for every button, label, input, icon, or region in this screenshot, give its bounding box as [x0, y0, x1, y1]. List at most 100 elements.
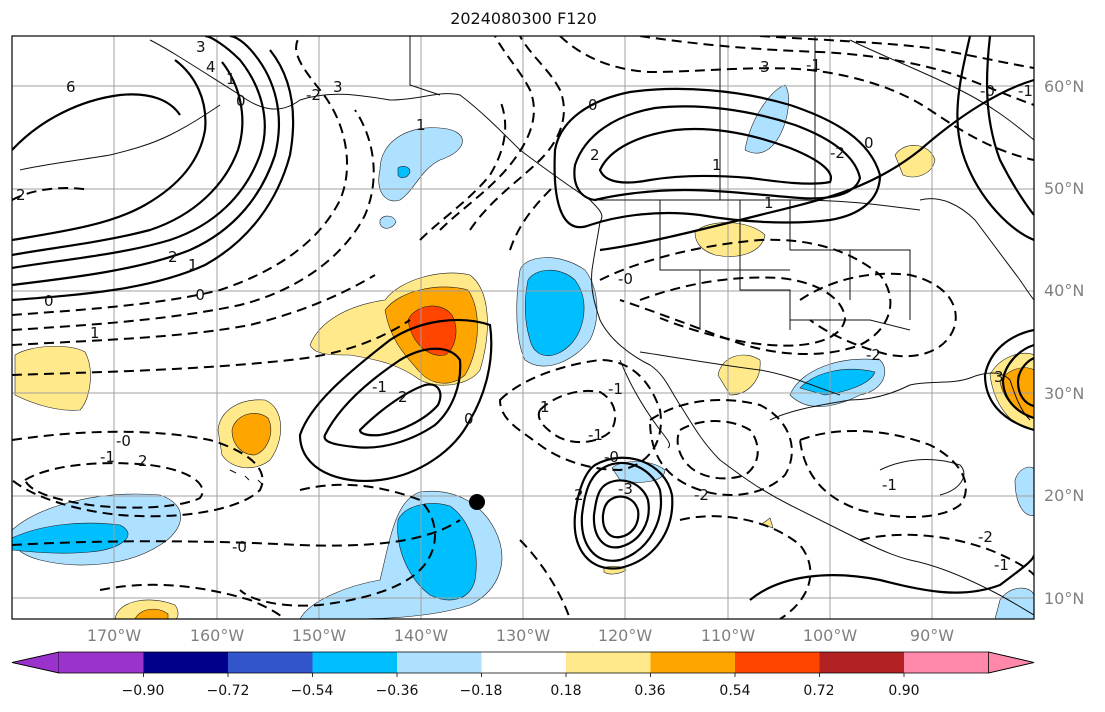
colorbar-tick-label: 0.18	[550, 683, 582, 699]
contour-pos-ridge-1	[599, 78, 1034, 252]
contour-neg-20	[799, 272, 957, 358]
colorbar-segment	[59, 652, 144, 673]
contour-label: 3	[994, 368, 1004, 386]
contour-pos-low-4	[573, 456, 674, 570]
coast-aleutians	[19, 104, 221, 171]
contour-label: -2	[830, 144, 845, 162]
lon-label: 110°W	[700, 626, 756, 645]
contour-label: -0	[618, 270, 633, 288]
colorbar-segment	[819, 652, 904, 673]
coastlines	[19, 36, 1034, 616]
contours-dashed	[12, 36, 1034, 619]
contours-solid	[12, 36, 1034, 601]
contour-pos-east-2	[1001, 343, 1034, 420]
contour-label: -2	[978, 528, 993, 546]
gridlines	[12, 36, 1034, 619]
lon-label: 140°W	[393, 626, 449, 645]
contour-pos-low-1	[580, 461, 663, 562]
contour-neg-5	[12, 430, 264, 518]
colorbar-segment	[143, 652, 228, 673]
contour-pos-aleutian-1	[12, 36, 266, 270]
shade-yellow-great-lakes	[894, 145, 936, 178]
colorbar-segment	[312, 652, 397, 673]
colorbar-tick-label: −0.54	[290, 683, 334, 699]
contour-label: 3	[196, 38, 206, 56]
contour-neg-25	[859, 533, 1034, 576]
contour-label: 2	[590, 146, 600, 164]
coast-east	[919, 198, 1034, 301]
contour-label: 3	[333, 78, 343, 96]
contour-label: -1	[372, 378, 387, 396]
contour-label: -0	[190, 286, 205, 304]
contour-label: -3	[618, 480, 633, 498]
border-us-canada	[590, 199, 921, 211]
contour-label: -1	[1018, 82, 1033, 100]
contour-label: -2	[694, 486, 709, 504]
coast-yucatan	[879, 459, 965, 496]
map-frame	[11, 35, 1035, 620]
shade-blue-west-coast-core	[524, 269, 585, 356]
contour-pos-pacific-high-2	[323, 347, 462, 449]
contour-neg-2	[12, 109, 375, 331]
colorbar-extend-max	[988, 651, 1035, 674]
contour-label: 2	[168, 248, 178, 266]
contour-label: 0	[236, 92, 246, 110]
contour-neg-21	[648, 399, 793, 496]
contour-neg-22	[676, 420, 759, 480]
contour-label: 2	[398, 388, 408, 406]
contour-pos-pacific-high-3	[358, 383, 442, 437]
contour-label: 4	[206, 58, 216, 76]
map-title: 2024080300 F120	[450, 9, 597, 28]
shading-layer	[12, 84, 1034, 619]
contour-label: 0	[588, 96, 598, 114]
shade-blue-small	[379, 215, 397, 229]
contour-neg-23	[798, 429, 967, 518]
colorbar-segment	[481, 652, 566, 673]
colorbar-segment	[650, 652, 735, 673]
contour-neg-15	[559, 36, 1034, 161]
colorbar-segment	[735, 652, 820, 673]
border-states-4	[850, 249, 911, 320]
contour-neg-3	[12, 274, 376, 346]
shade-blue-central-pacific-core	[12, 522, 129, 554]
lon-label: 170°W	[86, 626, 142, 645]
shade-orange-south	[134, 608, 169, 619]
lon-label: 160°W	[189, 626, 245, 645]
border-states-1	[659, 200, 701, 330]
contour-pos-south	[749, 554, 1034, 601]
border-canada-3	[409, 36, 441, 96]
colorbar-tick-label: 0.36	[634, 683, 666, 699]
contour-label: -0	[232, 538, 247, 556]
contour-pos-aleutian-3	[12, 49, 295, 302]
coast-alaska	[149, 39, 603, 223]
contour-neg-26	[519, 539, 571, 619]
shade-blue-caribbean	[1014, 466, 1034, 516]
contour-label: 2	[16, 186, 26, 204]
contour-label: 0	[464, 410, 474, 428]
border-states-3	[789, 200, 851, 300]
lon-label: 150°W	[291, 626, 347, 645]
colorbar-tick-label: −0.72	[206, 683, 250, 699]
colorbar-extend-min	[11, 651, 60, 674]
contour-neg-24	[679, 515, 812, 619]
contour-labels: 6 3 4 1 0 2 -2 3 1 2 1 0 -0 1 2 -1 2 1 0…	[16, 38, 1033, 574]
lat-label: 40°N	[1044, 281, 1085, 300]
contour-neg-9	[498, 358, 662, 472]
location-marker	[469, 494, 485, 510]
contour-neg-10	[537, 389, 617, 444]
contour-pos-aleutian-5	[12, 59, 207, 242]
contour-label: 1	[416, 116, 426, 134]
contour-neg-7	[12, 519, 461, 547]
contour-label: 1	[226, 70, 236, 88]
contour-pos-aleutian-4	[12, 61, 244, 257]
contour-pos-low-3	[601, 495, 640, 539]
contour-label: 0	[864, 134, 874, 152]
contour-neg-11	[469, 36, 565, 231]
colorbar-tick-label: 0.72	[803, 683, 835, 699]
lat-label: 50°N	[1044, 179, 1085, 198]
contour-neg-14	[509, 184, 556, 251]
contour-neg-4	[12, 319, 411, 376]
shade-blue-gulf-alaska-core	[397, 166, 411, 179]
lon-label: 100°W	[802, 626, 858, 645]
